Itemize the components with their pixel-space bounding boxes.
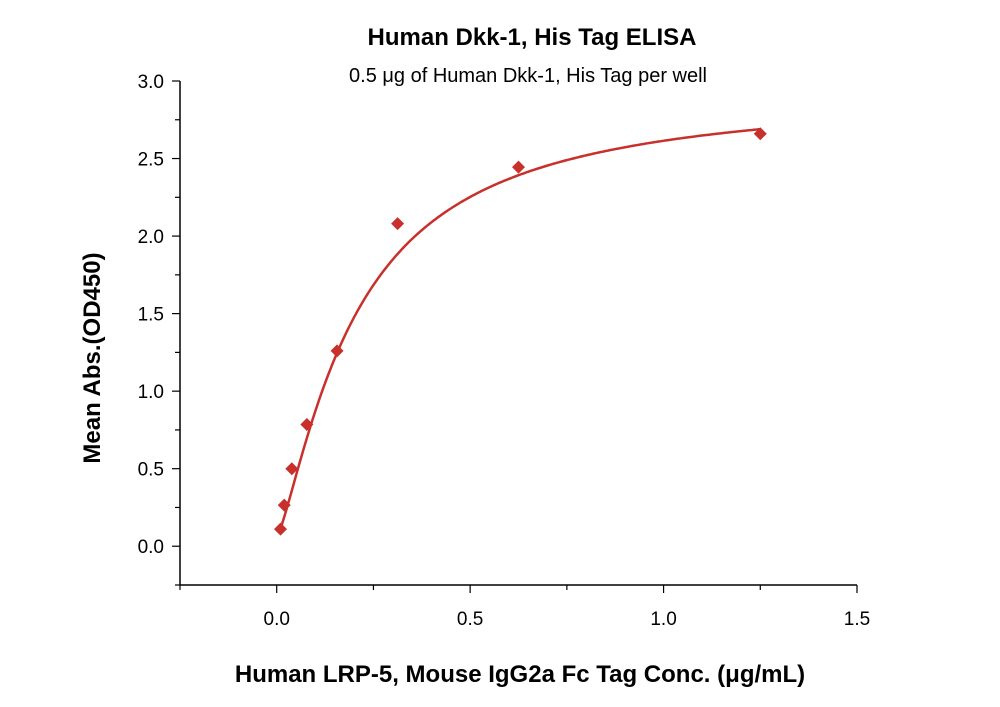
x-axis-label: Human LRP-5, Mouse IgG2a Fc Tag Conc. (μ…: [235, 661, 805, 688]
y-tick-label: 1.5: [138, 305, 164, 326]
data-point: [330, 344, 344, 358]
data-point: [300, 417, 314, 431]
data-point: [285, 462, 299, 476]
data-point: [277, 498, 291, 512]
y-tick-label: 2.5: [138, 150, 164, 171]
data-point: [391, 217, 405, 231]
x-tick-label: 0.0: [264, 609, 290, 630]
chart-title: Human Dkk-1, His Tag ELISA: [368, 24, 697, 51]
chart-subtitle: 0.5 μg of Human Dkk-1, His Tag per well: [349, 65, 707, 87]
data-point: [753, 127, 767, 141]
x-tick-label: 1.5: [844, 609, 870, 630]
y-tick-label: 1.0: [138, 382, 164, 403]
x-tick-label: 0.5: [457, 609, 483, 630]
fit-curve: [279, 127, 761, 529]
data-point: [274, 522, 288, 536]
y-tick-label: 2.0: [138, 227, 164, 248]
x-tick-label: 1.0: [650, 609, 676, 630]
y-tick-label: 0.0: [138, 537, 164, 558]
y-tick-label: 3.0: [138, 72, 164, 93]
y-tick-label: 0.5: [138, 460, 164, 481]
data-point: [512, 160, 525, 174]
y-axis-label: Mean Abs.(OD450): [79, 252, 106, 463]
